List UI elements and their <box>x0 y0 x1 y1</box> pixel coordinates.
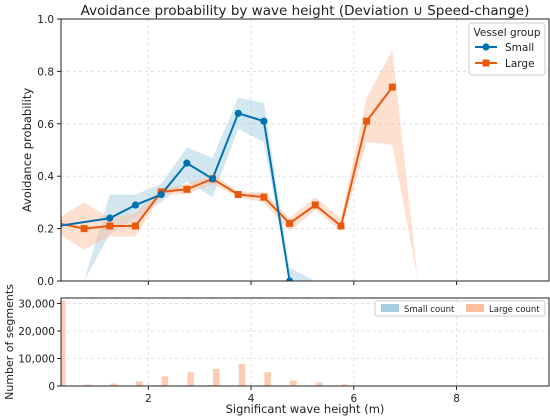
count-bars <box>61 300 400 386</box>
point-large <box>234 191 242 199</box>
x-axis-label: Significant wave height (m) <box>226 402 385 416</box>
point-small <box>131 201 140 209</box>
point-large <box>80 225 88 233</box>
bottom-y-tick-label: 0 <box>48 381 55 393</box>
legend-large-marker <box>482 59 490 67</box>
legend-large-count-swatch <box>466 304 484 312</box>
bar-large-count <box>187 372 194 386</box>
bottom-x-ticks: 2 4 6 8 <box>145 386 460 405</box>
point-large <box>337 222 345 230</box>
bar-large-count <box>290 380 297 386</box>
bar-large-count <box>84 384 92 386</box>
top-y-tick-label: 0.4 <box>37 171 54 183</box>
legend-small-count-swatch <box>381 304 399 312</box>
top-plot-frame <box>60 18 550 282</box>
line-large <box>61 86 394 230</box>
bottom-legend: Small count Large count <box>374 300 546 317</box>
bottom-legend-box <box>374 300 546 317</box>
bar-large-count <box>341 384 348 386</box>
legend-small-count-label: Small count <box>404 305 455 315</box>
bar-large-count <box>161 376 169 386</box>
bar-large-count <box>110 383 117 386</box>
top-y-ticks: 0.0 0.2 0.4 0.6 0.8 1.0 <box>37 14 61 288</box>
bottom-y-axis-label: Number of segments <box>3 284 16 400</box>
bottom-y-tick-label: 20,000 <box>18 326 55 338</box>
bar-large-count <box>213 368 220 386</box>
point-large <box>388 83 396 91</box>
chart-title: Avoidance probability by wave height (De… <box>81 3 530 19</box>
bottom-x-tick-label: 2 <box>145 393 152 405</box>
point-large <box>131 222 139 230</box>
point-small <box>285 277 294 281</box>
point-small <box>260 117 268 125</box>
bar-large-count <box>264 372 271 386</box>
point-large <box>363 117 371 125</box>
top-gridlines <box>61 18 549 282</box>
top-y-tick-label: 0.0 <box>37 276 54 288</box>
point-small <box>157 190 165 199</box>
top-legend: Vessel group Small Large <box>468 22 546 76</box>
point-small <box>183 159 191 167</box>
bottom-x-tick-label: 8 <box>453 393 460 405</box>
legend-small-marker <box>482 43 490 51</box>
legend-small-label: Small <box>505 42 534 54</box>
ci-band-large <box>61 50 419 281</box>
top-y-tick-label: 0.6 <box>37 119 54 131</box>
bottom-x-tick-label: 6 <box>350 393 357 405</box>
series-markers <box>61 83 396 281</box>
top-y-tick-label: 1.0 <box>37 14 54 26</box>
point-large <box>311 201 319 209</box>
legend-large-count-label: Large count <box>489 305 540 315</box>
bottom-plot-frame <box>60 297 550 387</box>
point-small <box>106 214 114 222</box>
bar-large-count <box>135 381 143 386</box>
bottom-y-tick-label: 30,000 <box>18 299 55 311</box>
point-large <box>260 193 268 201</box>
legend-title: Vessel group <box>474 27 541 39</box>
point-large <box>106 222 114 230</box>
legend-large-label: Large <box>505 58 535 70</box>
top-y-axis-label: Avoidance probability <box>20 88 34 212</box>
top-x-ticks <box>147 281 458 285</box>
point-small <box>234 109 242 117</box>
bottom-x-tick-label: 4 <box>248 393 255 405</box>
bottom-y-tick-label: 10,000 <box>18 354 55 366</box>
bar-large-count <box>238 364 246 386</box>
bottom-y-ticks: 0 10,000 20,000 30,000 <box>18 299 61 393</box>
confidence-bands <box>61 50 419 281</box>
bar-large-count <box>61 300 66 386</box>
top-y-tick-label: 0.2 <box>37 224 54 236</box>
point-large <box>183 185 191 193</box>
bar-large-count <box>315 382 323 386</box>
top-y-tick-label: 0.8 <box>37 66 54 78</box>
point-large <box>286 219 294 227</box>
point-small <box>208 175 217 183</box>
